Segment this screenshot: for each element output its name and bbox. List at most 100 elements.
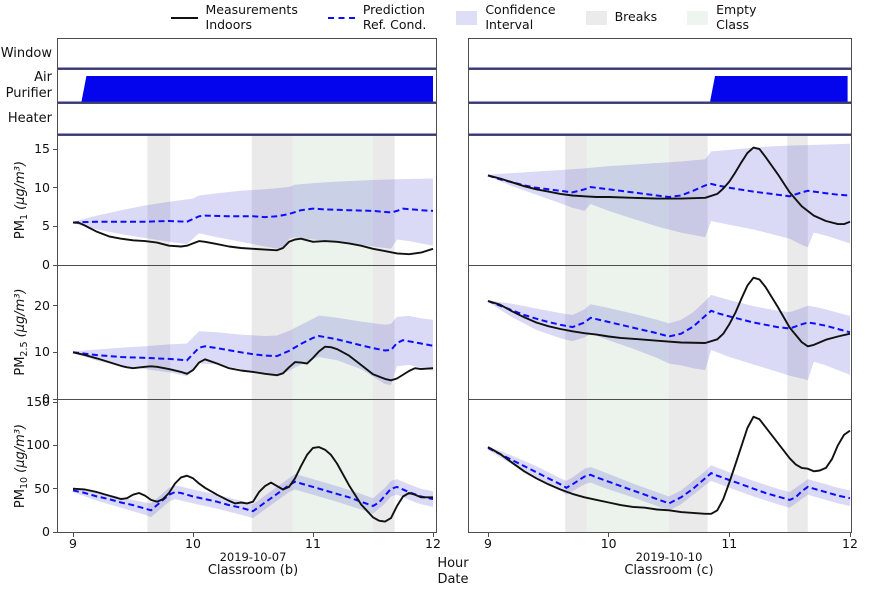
- panel-pm25-classroom-b: [57, 265, 437, 399]
- break-band: [251, 266, 293, 399]
- legend-label-line: Ref. Cond.: [362, 16, 427, 32]
- row-label-heater: Heater: [7, 111, 52, 126]
- prediction-line-pm1-classroom-c: [487, 174, 851, 199]
- prediction-line-pm10-classroom-c: [487, 447, 851, 505]
- break-band: [669, 136, 708, 265]
- legend-label-line: Prediction: [362, 2, 425, 17]
- legend-label-line: Confidence: [485, 2, 556, 17]
- status-row-window-classroom-c: [468, 38, 852, 69]
- x-tick-mark: [849, 533, 851, 537]
- status-row-canvas-window-classroom-b: [58, 67, 436, 69]
- y-tick-label-pm1-5: 5: [42, 218, 50, 234]
- empty-class-band: [292, 400, 373, 532]
- x-tick-label-classroom-b-10: 10: [185, 536, 201, 551]
- row-label-window: Window: [0, 46, 52, 61]
- legend-patch-swatch-empty-class: [687, 10, 709, 25]
- x-tick-label-classroom-b-9: 9: [69, 536, 77, 551]
- x-axis-hour-label: Hour: [437, 556, 469, 571]
- legend-item-prediction-ref-cond: Prediction Ref. Cond.: [327, 2, 427, 32]
- y-axis-label-prefix: PM: [13, 356, 28, 376]
- y-tick-label-pm10-50: 50: [34, 480, 50, 496]
- panel-canvas-pm10-classroom-c: [487, 400, 851, 532]
- legend-item-confidence-interval: Confidence Interval: [456, 2, 556, 32]
- measurements-line-pm10-classroom-b: [72, 446, 433, 523]
- empty-class-band: [292, 136, 373, 265]
- confidence-interval-area-pm1-classroom-c: [488, 143, 850, 248]
- legend-item-breaks: Breaks: [585, 3, 658, 32]
- legend-patch-swatch-confidence-interval: [456, 10, 478, 25]
- prediction-line-pm25-classroom-b: [72, 334, 434, 362]
- legend-label-measurements-indoors: Measurements Indoors: [206, 2, 298, 32]
- x-tick-mark: [72, 533, 74, 537]
- y-tick-label-pm1-0: 0: [42, 257, 50, 272]
- y-tick-mark: [53, 264, 57, 266]
- y-tick-label-pm25-10: 10: [34, 344, 50, 360]
- break-band: [565, 136, 587, 265]
- panel-canvas-pm25-classroom-c: [487, 266, 851, 399]
- status-row-air_purifier-classroom-b: [57, 69, 437, 103]
- status-row-canvas-heater-classroom-c: [469, 133, 851, 135]
- empty-class-band: [292, 266, 373, 399]
- break-band: [251, 136, 293, 265]
- measurements-line-pm25-classroom-c: [487, 276, 851, 348]
- confidence-interval-area-pm10-classroom-c: [488, 446, 850, 511]
- x-tick-label-classroom-c-10: 10: [600, 536, 617, 551]
- y-tick-label-pm1-15: 15: [34, 141, 50, 157]
- measurements-line-pm10-classroom-c: [487, 415, 851, 515]
- panel-pm10-classroom-b: [57, 399, 437, 533]
- empty-class-band: [586, 136, 669, 265]
- x-tick-mark: [432, 533, 434, 537]
- legend-label-breaks: Breaks: [615, 10, 658, 25]
- air_purifier-on-interval-classroom-c: [710, 76, 848, 102]
- y-axis-label-pm1: PM1 (μg/m³): [13, 130, 31, 270]
- y-tick-label-pm25-20: 20: [34, 297, 50, 313]
- legend-patch-swatch-breaks: [585, 10, 607, 25]
- y-axis-label-unit: (μg/m³): [13, 160, 28, 214]
- status-row-canvas-air_purifier-classroom-c: [469, 76, 851, 103]
- x-tick-label-classroom-b-11: 11: [305, 536, 321, 551]
- y-axis-label-pm10: PM10 (μg/m³): [13, 396, 31, 536]
- y-axis-label-pm25: PM2.5 (μg/m³): [13, 262, 31, 402]
- x-tick-mark: [192, 533, 194, 537]
- legend-label-prediction-ref-cond: Prediction Ref. Cond.: [362, 2, 427, 32]
- status-row-window-classroom-b: [57, 38, 437, 69]
- x-tick-label-classroom-b-12: 12: [425, 536, 441, 551]
- y-tick-mark: [53, 401, 57, 403]
- panel-canvas-pm25-classroom-b: [72, 266, 434, 399]
- legend-dashed-swatch-prediction-ref-cond: [327, 16, 355, 19]
- y-tick-mark: [53, 305, 57, 307]
- panel-pm25-classroom-c: [468, 265, 852, 399]
- panel-pm10-classroom-c: [468, 399, 852, 533]
- y-axis-label-prefix: PM: [13, 220, 28, 240]
- prediction-line-pm25-classroom-c: [487, 300, 851, 338]
- break-band: [147, 136, 171, 265]
- confidence-interval-area-pm10-classroom-b: [73, 473, 433, 519]
- status-row-canvas-window-classroom-c: [469, 67, 851, 69]
- break-band: [373, 266, 395, 399]
- legend-item-measurements-indoors: Measurements Indoors: [170, 2, 298, 32]
- legend-label-confidence-interval: Confidence Interval: [485, 2, 556, 32]
- break-band: [251, 400, 293, 532]
- y-tick-label-pm1-10: 10: [34, 179, 50, 195]
- y-axis-label-unit: (μg/m³): [13, 288, 28, 342]
- y-tick-mark: [53, 398, 57, 400]
- break-band: [373, 136, 395, 265]
- break-band: [565, 400, 587, 532]
- y-tick-label-pm10-0: 0: [42, 524, 50, 539]
- break-band: [147, 266, 171, 399]
- empty-class-band: [586, 400, 669, 532]
- y-axis-label-prefix: PM: [13, 489, 28, 509]
- x-tick-label-classroom-c-12: 12: [842, 536, 858, 551]
- status-row-heater-classroom-c: [468, 103, 852, 135]
- air_purifier-on-interval-classroom-b: [81, 76, 434, 102]
- row-label-air-purifier: Air Purifier: [5, 70, 52, 101]
- x-tick-label-classroom-c-11: 11: [721, 536, 738, 551]
- x-tick-label-classroom-c-9: 9: [484, 536, 492, 551]
- status-row-heater-classroom-b: [57, 103, 437, 135]
- measurements-line-pm1-classroom-c: [487, 146, 851, 226]
- legend-item-empty-class: Empty Class: [687, 2, 756, 32]
- legend: Measurements Indoors Prediction Ref. Cond. C…: [0, 2, 869, 32]
- measurements-line-pm1-classroom-b: [72, 221, 434, 256]
- x-tick-mark: [728, 533, 730, 537]
